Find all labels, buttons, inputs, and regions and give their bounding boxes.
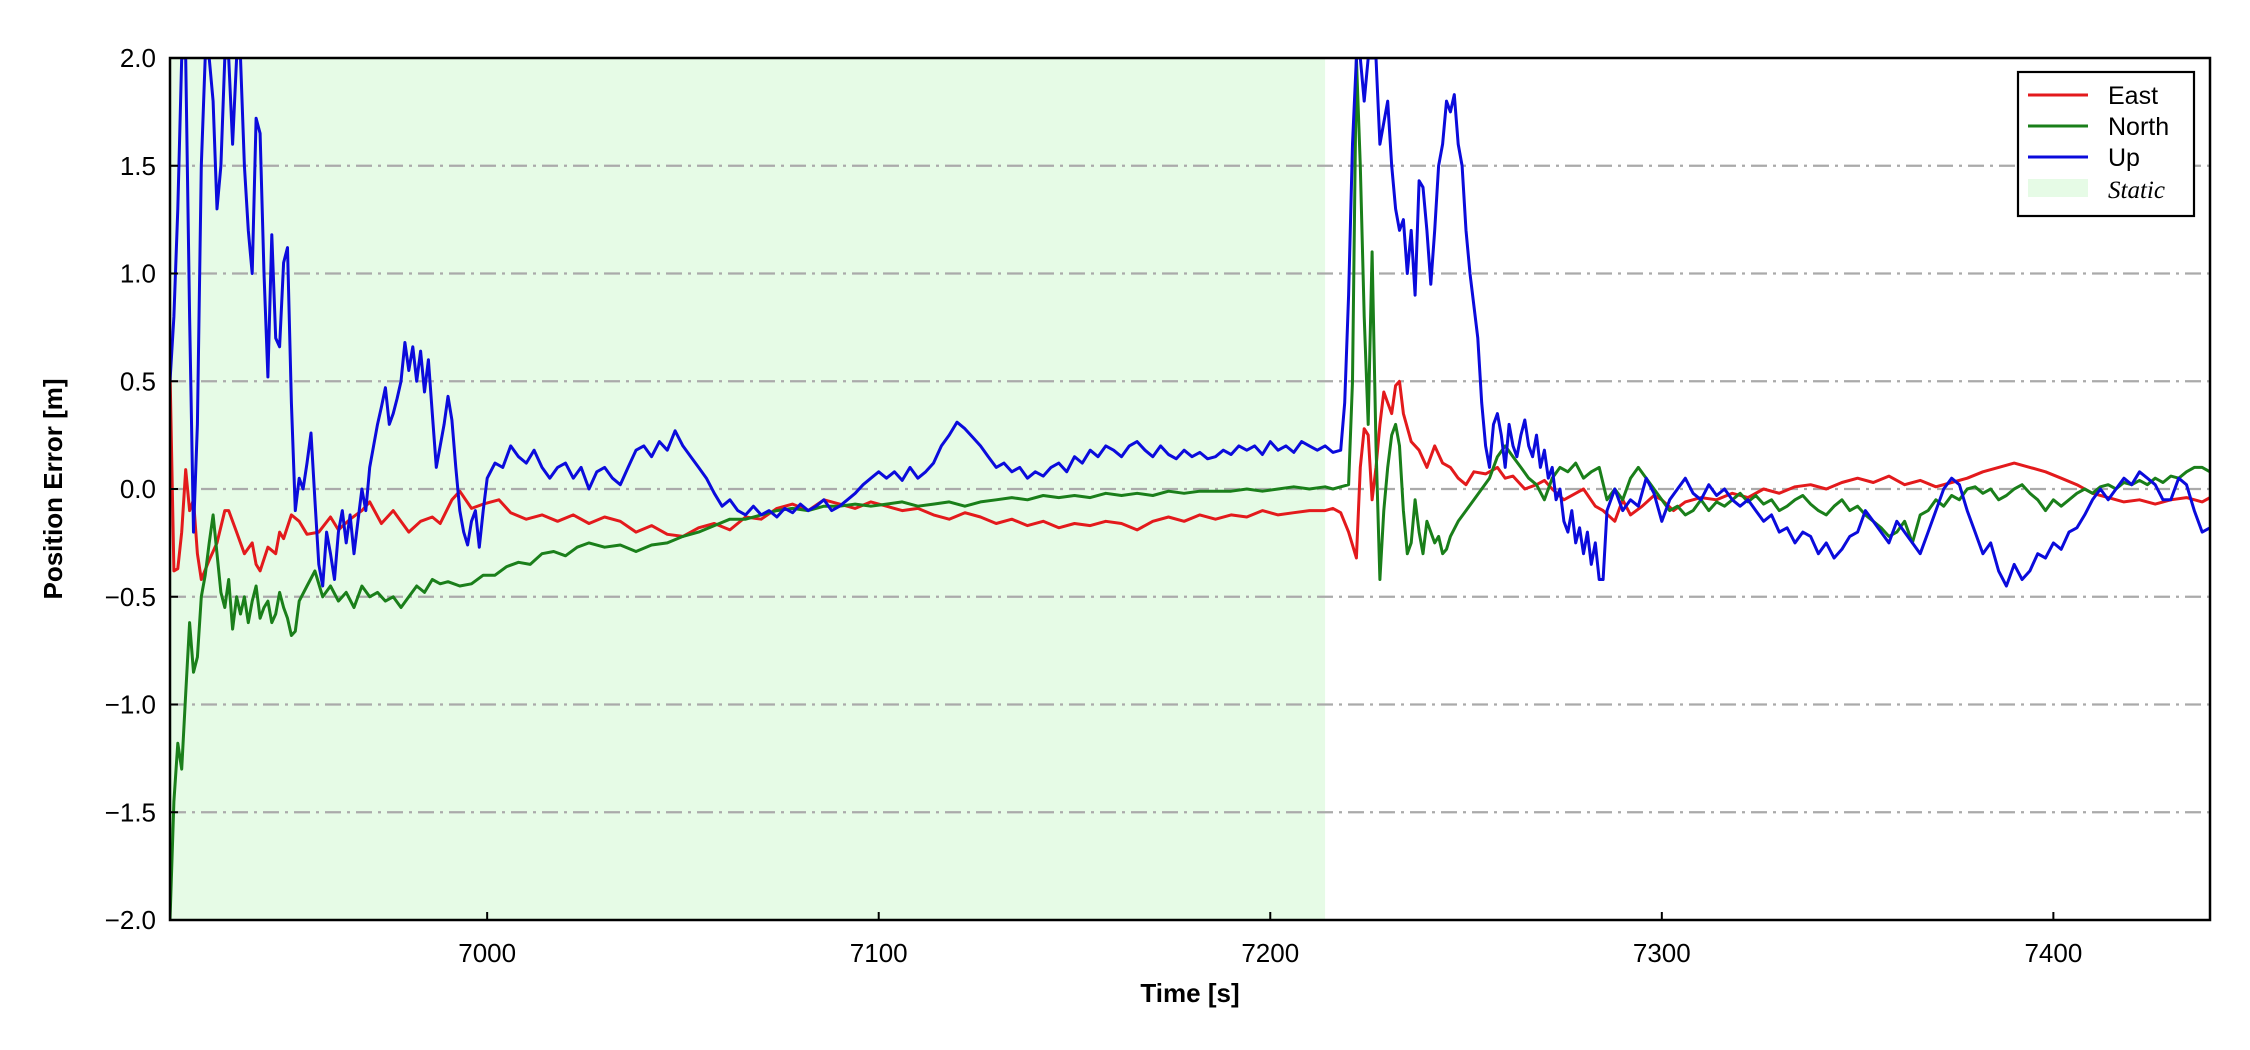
x-tick-label: 7200 <box>1241 938 1299 968</box>
x-tick-label: 7100 <box>850 938 908 968</box>
x-tick-label: 7400 <box>2024 938 2082 968</box>
legend-north-label: North <box>2108 113 2169 141</box>
series-line-east <box>170 369 2210 581</box>
legend-east-label: East <box>2108 82 2158 110</box>
legend-static-swatch <box>2028 179 2088 197</box>
y-tick-label: −1.0 <box>105 690 156 720</box>
y-axis-ticks: −2.0 −1.5 −1.0 −0.5 0.0 0.5 1.0 1.5 2.0 <box>105 43 178 935</box>
series-layer <box>170 58 2210 920</box>
y-tick-label: −2.0 <box>105 905 156 935</box>
x-tick-label: 7300 <box>1633 938 1691 968</box>
legend-static-label: Static <box>2108 177 2165 204</box>
x-axis-ticks: 7000 7100 7200 7300 7400 <box>458 912 2082 968</box>
y-tick-label: 0.0 <box>120 474 156 504</box>
y-axis-title: Position Error [m] <box>38 378 68 599</box>
legend-up-label: Up <box>2108 144 2140 172</box>
y-tick-label: 0.5 <box>120 366 156 396</box>
y-tick-label: −1.5 <box>105 797 156 827</box>
y-tick-label: 1.5 <box>120 151 156 181</box>
y-tick-label: 2.0 <box>120 43 156 73</box>
y-tick-label: 1.0 <box>120 259 156 289</box>
y-tick-label: −0.5 <box>105 582 156 612</box>
legend: East North Up Static <box>2016 70 2196 218</box>
x-tick-label: 7000 <box>458 938 516 968</box>
series-line-up <box>170 58 2210 588</box>
static-region <box>170 58 1326 920</box>
x-axis-title: Time [s] <box>1140 978 1239 1008</box>
